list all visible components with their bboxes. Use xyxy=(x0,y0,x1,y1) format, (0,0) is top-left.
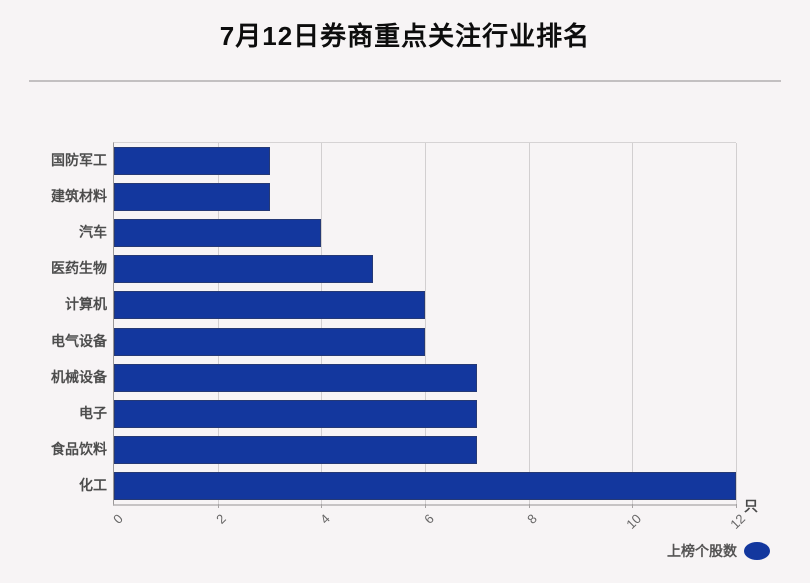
xtick-label-6: 6 xyxy=(420,511,437,527)
ylabel-建筑材料: 建筑材料 xyxy=(51,188,107,205)
ylabel-计算机: 计算机 xyxy=(65,296,107,313)
bar-化工 xyxy=(114,471,736,500)
bar-食品饮料 xyxy=(114,435,477,464)
axis-unit-label: 只 xyxy=(744,498,758,514)
xtick-label-4: 4 xyxy=(317,511,333,527)
xtick-label-0: 0 xyxy=(109,511,126,527)
bar-国防军工 xyxy=(114,147,270,176)
legend-swatch-ellipse-icon xyxy=(744,542,770,560)
tickmark-x-10 xyxy=(632,504,634,508)
tickmark-x-8 xyxy=(528,504,530,508)
xtick-label-2: 2 xyxy=(213,511,230,527)
gridline-x-6 xyxy=(425,143,426,504)
ylabel-化工: 化工 xyxy=(79,476,107,493)
legend: 上榜个股数 xyxy=(667,541,770,561)
bar-电气设备 xyxy=(114,327,425,356)
ylabel-食品饮料: 食品饮料 xyxy=(51,440,107,457)
gridline-x-2 xyxy=(217,143,219,504)
y-axis-labels: 国防军工建筑材料汽车医药生物计算机电气设备机械设备电子食品饮料化工 xyxy=(0,142,107,503)
ylabel-国防军工: 国防军工 xyxy=(51,152,107,169)
xtick-label-10: 10 xyxy=(623,511,644,532)
ylabel-机械设备: 机械设备 xyxy=(51,368,107,385)
ylabel-电气设备: 电气设备 xyxy=(51,332,107,349)
plot-area xyxy=(113,142,737,508)
legend-label: 上榜个股数 xyxy=(667,543,737,559)
bar-医药生物 xyxy=(114,255,374,284)
gridline-x-8 xyxy=(528,143,530,504)
tickmark-x-2 xyxy=(217,504,219,508)
gridline-x-12 xyxy=(736,143,737,504)
bar-电子 xyxy=(114,399,477,428)
xtick-label-8: 8 xyxy=(524,511,541,527)
gridline-x-4 xyxy=(321,143,323,504)
bar-机械设备 xyxy=(114,363,477,392)
tickmark-x-6 xyxy=(425,504,426,508)
tickmark-x-12 xyxy=(736,504,737,508)
bar-建筑材料 xyxy=(114,183,270,212)
bar-汽车 xyxy=(114,219,322,248)
gridline-x-10 xyxy=(632,143,634,504)
tickmark-x-4 xyxy=(321,504,323,508)
ylabel-电子: 电子 xyxy=(79,404,107,421)
bar-计算机 xyxy=(114,291,425,320)
ylabel-医药生物: 医药生物 xyxy=(51,260,107,277)
ylabel-汽车: 汽车 xyxy=(79,224,107,241)
title-divider xyxy=(29,80,781,82)
chart-title: 7月12日券商重点关注行业排名 xyxy=(219,21,591,51)
